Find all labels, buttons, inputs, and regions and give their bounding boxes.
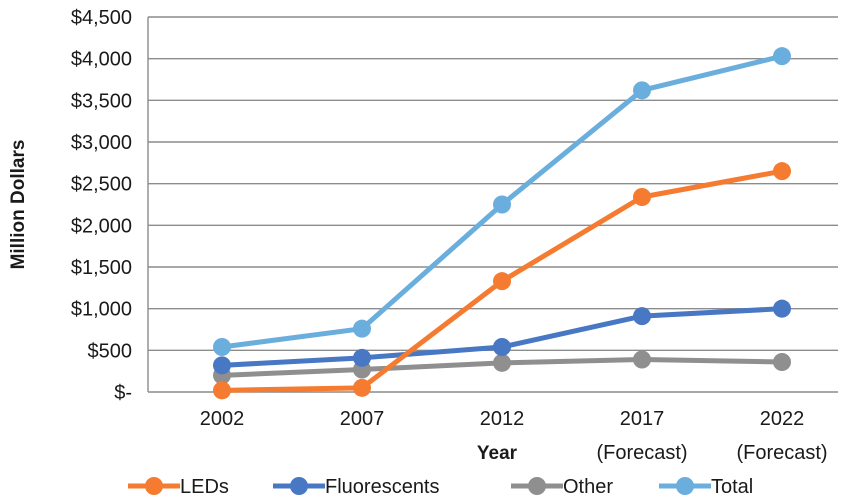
y-tick-label: $- <box>114 382 132 404</box>
y-tick-label: $3,000 <box>71 132 132 154</box>
y-axis: $- $500 $1,000 $1,500 $2,000 $2,500 $3,000 $3,5… <box>71 7 149 404</box>
x-tick-label: 2002 <box>200 408 245 430</box>
data-point <box>493 272 511 291</box>
data-point <box>633 307 651 326</box>
series-group <box>213 47 791 400</box>
x-tick-label-secondary: (Forecast) <box>736 442 827 464</box>
legend-label: Fluorescents <box>325 476 440 498</box>
y-tick-label: $500 <box>88 340 133 362</box>
data-point <box>353 319 371 338</box>
y-tick-label: $1,000 <box>71 299 132 321</box>
y-tick-label: $2,500 <box>71 174 132 196</box>
y-tick-label: $3,500 <box>71 90 132 112</box>
legend-swatch-marker <box>290 477 308 495</box>
y-tick-label: $2,000 <box>71 215 132 237</box>
legend-item-other: Other <box>511 476 613 498</box>
data-point <box>773 47 791 66</box>
data-point <box>493 195 511 214</box>
data-point <box>213 356 231 375</box>
y-tick-label: $4,500 <box>71 7 132 29</box>
data-point <box>213 381 231 400</box>
legend-label: Other <box>563 476 613 498</box>
data-point <box>633 188 651 206</box>
data-point <box>773 353 791 371</box>
legend-swatch-marker <box>676 477 694 495</box>
gridlines <box>148 16 838 393</box>
legend-item-leds: LEDs <box>128 476 229 498</box>
data-point <box>633 81 651 100</box>
legend: LEDs Fluorescents Other Total <box>128 476 753 498</box>
series-leds <box>213 162 791 400</box>
data-point <box>773 299 791 318</box>
data-point <box>773 162 791 181</box>
legend-item-total: Total <box>659 476 753 498</box>
data-point <box>353 378 371 397</box>
x-tick-label-secondary: (Forecast) <box>596 442 687 464</box>
data-point <box>493 338 511 356</box>
series-fluorescents <box>213 299 791 375</box>
x-tick-label: 2017 <box>620 408 665 430</box>
data-point <box>353 348 371 367</box>
x-tick-label: 2007 <box>340 408 385 430</box>
x-axis: 2002 2007 2012 2017 (Forecast) 2022 (Forecast) <box>200 408 828 464</box>
series-total <box>213 47 791 356</box>
legend-swatch-marker <box>145 477 163 495</box>
data-point <box>633 350 651 369</box>
y-axis-title: Million Dollars <box>8 140 29 270</box>
legend-label: Total <box>711 476 753 498</box>
x-tick-label: 2022 <box>760 408 805 430</box>
y-tick-label: $4,000 <box>71 49 132 71</box>
x-tick-label: 2012 <box>480 408 525 430</box>
legend-swatch-marker <box>528 477 546 495</box>
legend-label: LEDs <box>180 476 229 498</box>
y-tick-label: $1,500 <box>71 257 132 279</box>
legend-item-fluorescents: Fluorescents <box>273 476 440 498</box>
x-axis-title: Year <box>477 443 518 464</box>
data-point <box>213 338 231 356</box>
data-point <box>493 353 511 372</box>
